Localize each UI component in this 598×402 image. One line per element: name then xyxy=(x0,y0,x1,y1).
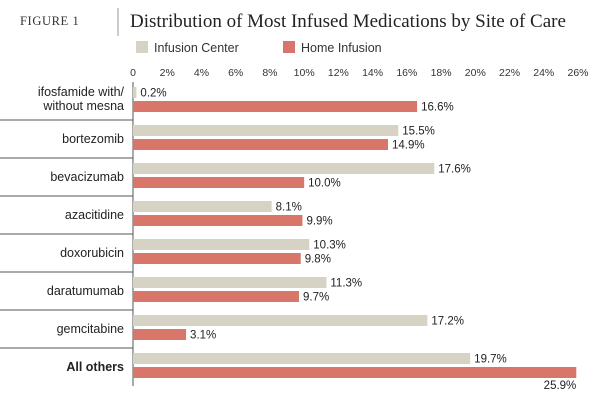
data-label: 15.5% xyxy=(402,126,435,138)
category-label: doxorubicin xyxy=(60,246,124,260)
category-label: bevacizumab xyxy=(50,170,124,184)
legend-swatch-0 xyxy=(136,41,148,53)
legend-label-0: Infusion Center xyxy=(154,41,239,55)
bar-home-infusion-3 xyxy=(133,215,303,226)
bar-home-infusion-5 xyxy=(133,291,300,302)
bars: ifosfamide with/without mesna 0.2% 16.6% bo… xyxy=(0,85,577,392)
category-label: ifosfamide with/ xyxy=(38,85,125,99)
category-label: daratumumab xyxy=(47,284,124,298)
data-label: 10.3% xyxy=(313,240,346,252)
data-label: 0.2% xyxy=(140,88,166,100)
bar-infusion-center-4 xyxy=(133,239,310,250)
bar-home-infusion-0 xyxy=(133,101,418,112)
data-label: 16.6% xyxy=(421,102,454,114)
x-tick-label-2: 4% xyxy=(194,67,209,79)
figure-label: FIGURE 1 xyxy=(20,14,79,28)
bar-infusion-center-6 xyxy=(133,315,428,326)
legend: Infusion Center Home Infusion xyxy=(136,41,382,55)
data-label: 9.8% xyxy=(305,254,331,266)
x-tick-label-11: 22% xyxy=(499,67,520,79)
legend-label-1: Home Infusion xyxy=(301,41,382,55)
bar-home-infusion-6 xyxy=(133,329,187,340)
bar-home-infusion-2 xyxy=(133,177,305,188)
bar-infusion-center-2 xyxy=(133,163,435,174)
category-label: bortezomib xyxy=(62,132,124,146)
bar-home-infusion-4 xyxy=(133,253,301,264)
bar-home-infusion-7 xyxy=(133,367,577,378)
bar-infusion-center-0 xyxy=(133,87,137,98)
legend-swatch-1 xyxy=(283,41,295,53)
data-label: 14.9% xyxy=(392,140,425,152)
x-tick-label-4: 8% xyxy=(262,67,277,79)
x-tick-label-3: 6% xyxy=(228,67,243,79)
data-label: 11.3% xyxy=(330,278,362,290)
x-axis: 0 2% 4% 6% 8% 10% 12% 14% 16% 18% 20% 22% 24% 26% xyxy=(130,67,589,386)
bar-infusion-center-7 xyxy=(133,353,471,364)
x-tick-label-6: 12% xyxy=(328,67,349,79)
data-label: 3.1% xyxy=(190,330,216,342)
category-label: without mesna xyxy=(42,99,124,113)
x-tick-label-5: 10% xyxy=(294,67,315,79)
bar-home-infusion-1 xyxy=(133,139,389,150)
data-label: 25.9% xyxy=(544,380,577,392)
x-tick-label-0: 0 xyxy=(130,67,136,79)
data-label: 19.7% xyxy=(474,354,507,366)
bar-infusion-center-5 xyxy=(133,277,327,288)
x-tick-label-12: 24% xyxy=(533,67,554,79)
bar-infusion-center-1 xyxy=(133,125,399,136)
category-label: azacitidine xyxy=(65,208,124,222)
data-label: 17.6% xyxy=(438,164,471,176)
data-label: 9.7% xyxy=(303,292,329,304)
category-label: All others xyxy=(66,360,124,374)
bar-infusion-center-3 xyxy=(133,201,272,212)
x-tick-label-10: 20% xyxy=(465,67,486,79)
x-tick-label-1: 2% xyxy=(160,67,175,79)
data-label: 9.9% xyxy=(306,216,332,228)
x-tick-label-7: 14% xyxy=(362,67,383,79)
chart-title: Distribution of Most Infused Medications… xyxy=(130,11,566,32)
x-tick-label-13: 26% xyxy=(567,67,588,79)
x-tick-label-9: 18% xyxy=(431,67,452,79)
data-label: 17.2% xyxy=(431,316,464,328)
data-label: 10.0% xyxy=(308,178,341,190)
x-tick-label-8: 16% xyxy=(396,67,417,79)
category-label: gemcitabine xyxy=(57,322,124,336)
data-label: 8.1% xyxy=(276,202,302,214)
